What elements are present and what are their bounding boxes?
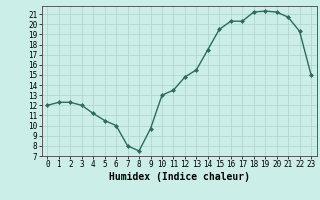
X-axis label: Humidex (Indice chaleur): Humidex (Indice chaleur) [109, 172, 250, 182]
